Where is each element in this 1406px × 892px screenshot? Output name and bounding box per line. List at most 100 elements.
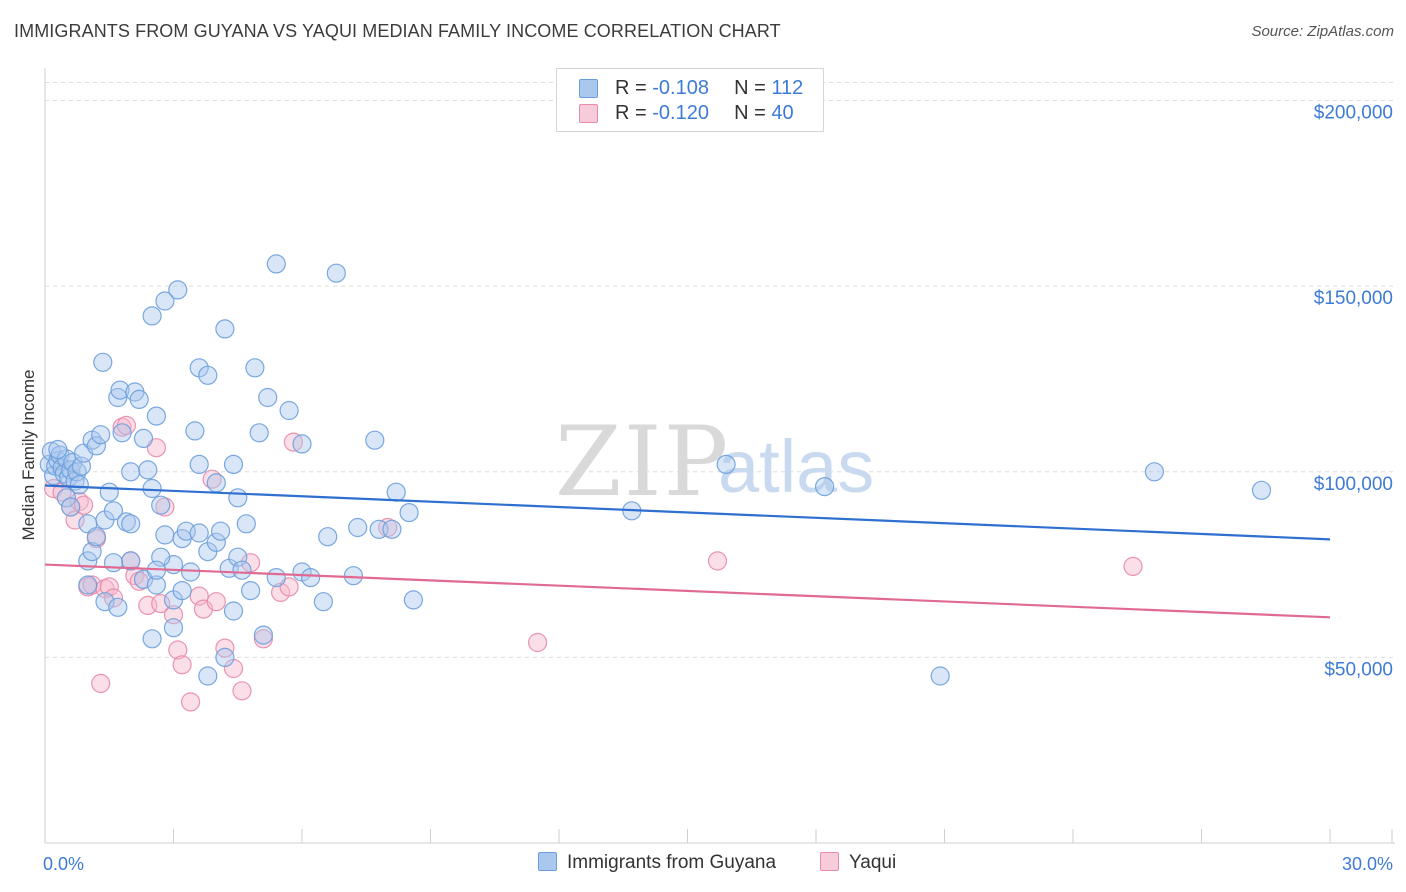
guyana-point — [215, 319, 235, 339]
yaqui-point — [99, 577, 119, 597]
chart-title: IMMIGRANTS FROM GUYANA VS YAQUI MEDIAN F… — [14, 21, 781, 41]
guyana-point — [399, 502, 419, 523]
y-tick-label: $50,000 — [1324, 659, 1393, 680]
guyana-point — [121, 514, 141, 534]
legend-label-guyana: Immigrants from Guyana — [567, 852, 777, 873]
guyana-point — [142, 478, 162, 499]
source-credit: Source: ZipAtlas.com — [1251, 23, 1394, 40]
legend-swatch-guyana-bottom — [538, 852, 557, 871]
guyana-point — [112, 423, 132, 443]
yaqui-point — [172, 655, 192, 675]
guyana-point — [206, 532, 226, 552]
legend-item-guyana[interactable]: Immigrants from Guyana — [538, 852, 776, 874]
r-value-guyana: -0.108 — [652, 77, 709, 99]
guyana-point — [236, 514, 256, 534]
guyana-point — [1251, 480, 1272, 500]
r-label: R = — [615, 102, 653, 124]
guyana-point — [133, 428, 154, 448]
guyana-point — [223, 601, 244, 621]
guyana-point — [211, 521, 231, 541]
legend-item-yaqui[interactable]: Yaqui — [820, 852, 896, 874]
n-label: N = — [734, 77, 772, 99]
legend-swatch-yaqui — [579, 104, 598, 123]
yaqui-point — [707, 551, 728, 571]
yaqui-point — [232, 681, 252, 701]
guyana-point — [215, 647, 235, 668]
guyana-point — [110, 380, 130, 400]
guyana-point — [142, 306, 162, 326]
yaqui-trend-line — [44, 563, 1331, 619]
yaqui-point — [146, 438, 166, 458]
guyana-point — [253, 625, 273, 645]
guyana-point — [198, 365, 218, 385]
n-value-guyana: 112 — [771, 77, 804, 99]
guyana-point — [716, 454, 736, 474]
guyana-point — [814, 477, 835, 497]
guyana-point — [155, 291, 175, 311]
guyana-point — [313, 592, 333, 612]
guyana-point — [279, 400, 299, 421]
guyana-point — [172, 580, 192, 601]
yaqui-point — [1123, 556, 1143, 577]
guyana-point — [95, 592, 115, 612]
guyana-point — [266, 567, 286, 588]
n-value-yaqui: 40 — [771, 102, 794, 124]
y-axis-label: Median Family Income — [19, 369, 38, 541]
guyana-point — [228, 488, 248, 508]
yaqui-point — [163, 605, 184, 625]
guyana-point — [185, 421, 205, 441]
guyana-point — [403, 590, 423, 610]
guyana-point — [258, 387, 278, 408]
guyana-point — [386, 482, 406, 502]
n-label: N = — [734, 102, 772, 124]
yaqui-point — [527, 632, 548, 653]
guyana-point — [163, 618, 184, 638]
guyana-point — [168, 280, 188, 300]
guyana-point — [155, 525, 175, 545]
r-value-yaqui: -0.120 — [652, 102, 709, 124]
x-tick-label: 0.0% — [43, 854, 84, 874]
guyana-point — [69, 475, 89, 495]
guyana-point — [1144, 462, 1165, 482]
guyana-point — [206, 473, 226, 493]
guyana-point — [138, 460, 158, 480]
guyana-point — [189, 523, 209, 543]
guyana-point — [245, 358, 265, 378]
guyana-point — [82, 541, 102, 562]
guyana-point — [56, 488, 77, 508]
guyana-point — [189, 454, 209, 474]
guyana-point — [48, 439, 68, 460]
y-tick-label: $100,000 — [1314, 474, 1393, 495]
guyana-point — [78, 575, 98, 595]
guyana-point — [91, 425, 111, 445]
legend-swatch-yaqui-bottom — [820, 852, 839, 871]
guyana-point — [198, 666, 218, 686]
y-tick-label: $200,000 — [1314, 103, 1393, 124]
guyana-trend-line — [44, 484, 1331, 541]
guyana-point — [103, 501, 124, 521]
guyana-point — [61, 497, 81, 517]
legend-swatch-guyana — [579, 79, 598, 98]
watermark-zip: ZIP — [555, 406, 730, 518]
guyana-point — [121, 462, 141, 482]
guyana-point — [343, 566, 363, 586]
legend-label-yaqui: Yaqui — [849, 852, 897, 873]
guyana-point — [86, 436, 107, 456]
guyana-point — [318, 527, 338, 547]
guyana-point — [266, 254, 286, 274]
guyana-point — [146, 575, 166, 595]
correlation-legend: R = -0.108 N = 112 R = -0.120 N = 40 — [556, 68, 824, 132]
guyana-point — [249, 423, 269, 443]
yaqui-point — [91, 673, 111, 694]
guyana-point — [930, 666, 950, 686]
guyana-point — [326, 263, 346, 283]
guyana-point — [108, 387, 128, 408]
guyana-point — [99, 482, 119, 502]
yaqui-point — [206, 592, 226, 612]
guyana-point — [223, 454, 244, 474]
guyana-point — [365, 430, 385, 450]
guyana-point — [241, 580, 261, 601]
guyana-point — [151, 495, 171, 515]
yaqui-point — [181, 692, 201, 712]
